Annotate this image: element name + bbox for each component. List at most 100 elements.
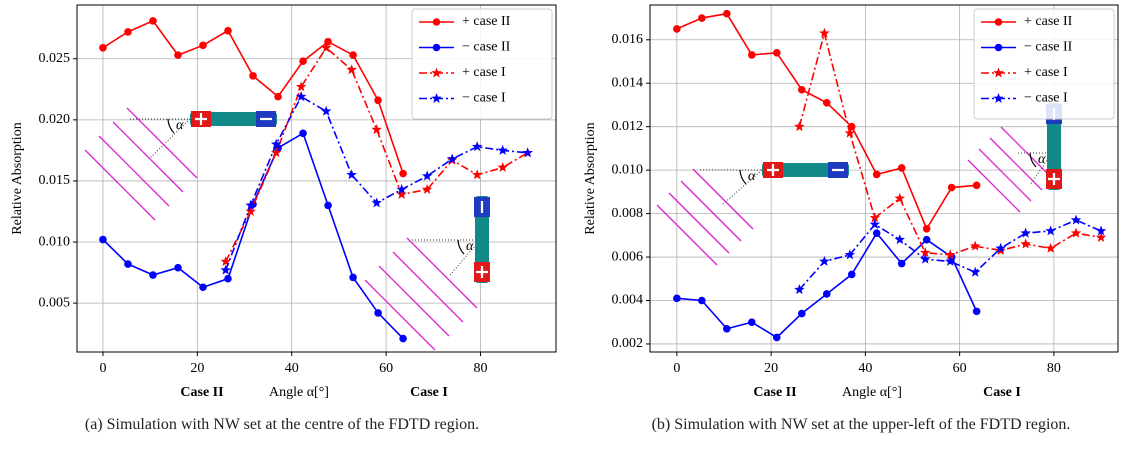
point-marker xyxy=(399,334,407,343)
legend-label: − case I xyxy=(462,91,506,106)
field-hatch xyxy=(84,149,156,221)
y-tick-label: 0.006 xyxy=(612,249,644,264)
x-case-label: Case I xyxy=(410,385,448,400)
angle-arc xyxy=(167,118,175,134)
point-marker xyxy=(374,96,382,105)
x-case-label: Case II xyxy=(753,385,796,400)
x-tick-label: 40 xyxy=(285,361,299,376)
nanowire-body xyxy=(475,196,489,283)
y-tick-label: 0.020 xyxy=(39,112,71,127)
legend-label: + case II xyxy=(1024,14,1073,29)
axes-border xyxy=(76,4,557,353)
point-marker xyxy=(320,42,332,53)
point-marker xyxy=(497,144,508,155)
point-marker xyxy=(944,255,956,266)
angle-label: α xyxy=(748,169,756,184)
point-marker xyxy=(972,307,981,316)
field-hatch xyxy=(656,204,718,266)
point-marker xyxy=(869,212,881,223)
legend-label: + case II xyxy=(462,14,511,29)
legend: + case II − case II + case I − case I xyxy=(973,8,1115,120)
nanowire-body xyxy=(762,163,849,177)
y-tick-label: 0.016 xyxy=(612,32,644,47)
plus-sign xyxy=(195,113,207,125)
point-marker xyxy=(295,81,307,92)
point-marker xyxy=(446,153,458,164)
point-marker xyxy=(698,14,706,22)
y-tick-label: 0.014 xyxy=(612,75,644,90)
x-tick-label: 20 xyxy=(190,361,204,376)
series-line xyxy=(676,12,977,231)
point-marker xyxy=(819,255,830,266)
point-marker xyxy=(299,129,307,138)
point-marker xyxy=(947,183,956,192)
point-marker xyxy=(124,260,132,268)
y-tick-label: 0.010 xyxy=(612,162,644,177)
point-marker xyxy=(346,64,357,75)
field-hatch xyxy=(406,237,478,309)
series-line xyxy=(676,231,978,339)
point-marker xyxy=(995,242,1006,253)
point-marker xyxy=(1095,231,1107,242)
series-line xyxy=(102,132,404,340)
point-marker xyxy=(224,274,232,283)
y-tick-label: 0.004 xyxy=(612,293,644,308)
point-marker xyxy=(847,270,856,279)
field-hatch xyxy=(98,135,170,207)
point-marker xyxy=(772,333,781,342)
field-hatch xyxy=(378,265,450,337)
y-tick-label: 0.010 xyxy=(39,234,71,249)
point-marker xyxy=(149,271,157,279)
point-marker xyxy=(149,17,157,25)
point-marker xyxy=(324,37,332,46)
point-marker xyxy=(698,296,706,305)
point-marker xyxy=(374,309,382,317)
plus-sign xyxy=(1048,173,1060,185)
point-marker xyxy=(969,240,981,251)
point-marker xyxy=(920,253,931,264)
angle-arc xyxy=(1029,152,1037,168)
point-marker xyxy=(897,259,906,268)
point-marker xyxy=(371,124,382,135)
plus-sign xyxy=(476,266,488,278)
point-marker xyxy=(396,188,407,199)
x-case-label: Case II xyxy=(180,385,223,400)
angle-arc xyxy=(457,239,465,255)
illustration: αα xyxy=(656,103,1062,266)
x-tick-label: 80 xyxy=(1047,361,1061,376)
y-tick-label: 0.005 xyxy=(39,295,71,310)
legend-marker xyxy=(993,67,1004,78)
field-hatch xyxy=(126,107,198,179)
point-marker xyxy=(872,170,881,179)
point-marker xyxy=(174,263,182,272)
point-marker xyxy=(1070,227,1082,238)
angle-label: α xyxy=(1038,152,1046,167)
caption: (a) Simulation with NW set at the centre… xyxy=(84,416,480,433)
legend-marker xyxy=(431,93,442,103)
point-marker xyxy=(673,25,681,33)
point-marker xyxy=(99,43,107,52)
legend-marker xyxy=(432,18,441,26)
point-marker xyxy=(869,218,881,229)
point-marker xyxy=(199,41,207,50)
point-marker xyxy=(1020,238,1031,249)
incidence-line xyxy=(721,169,763,206)
field-hatch xyxy=(989,137,1043,191)
point-marker xyxy=(99,235,107,244)
point-marker xyxy=(349,273,357,282)
point-marker xyxy=(844,127,856,138)
point-marker xyxy=(224,26,232,35)
legend-marker xyxy=(993,93,1004,103)
x-case-label: Case I xyxy=(983,385,1021,400)
point-marker xyxy=(1070,214,1082,225)
legend-box xyxy=(411,8,553,120)
point-marker xyxy=(245,199,256,210)
axes-frame: 0.002 0.004 0.006 0.008 0.010 0.012 0.014 0.016… xyxy=(583,4,1119,400)
y-axis-label: Relative Absorption xyxy=(583,122,598,234)
field-hatch xyxy=(978,148,1032,202)
plot-area xyxy=(99,17,533,343)
field-hatch xyxy=(392,251,464,323)
field-hatch xyxy=(668,192,730,254)
